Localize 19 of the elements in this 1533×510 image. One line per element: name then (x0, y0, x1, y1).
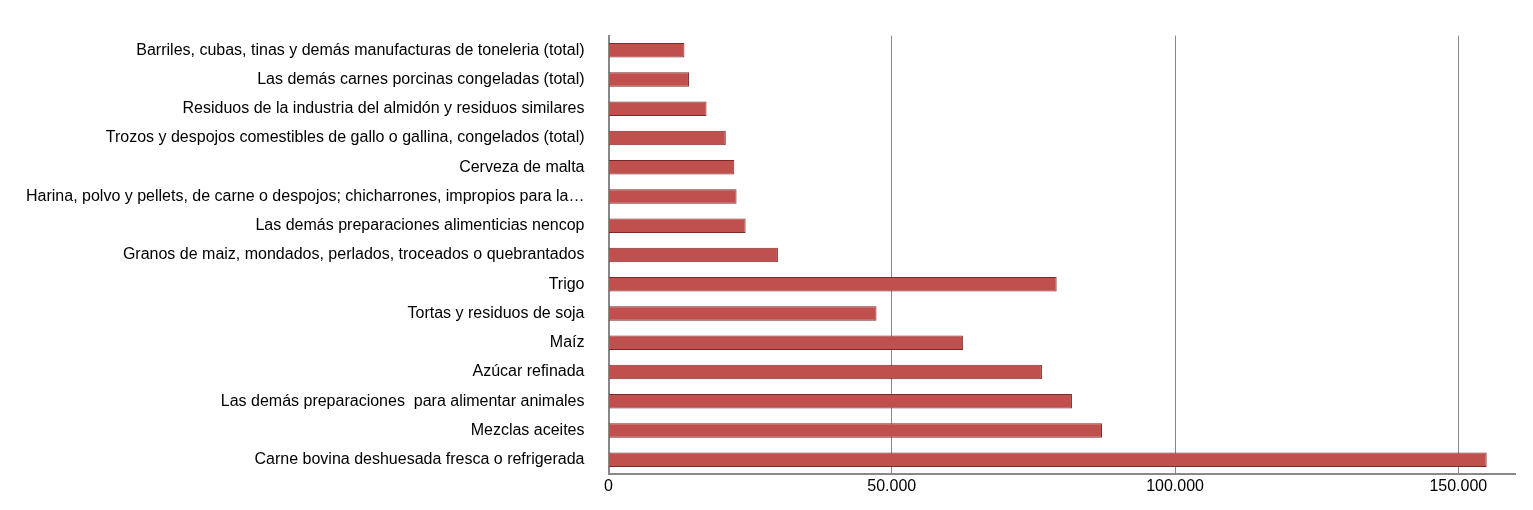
y-tick-label: Trozos y despojos comestibles de gallo o gallina, congelados (total) (105, 128, 585, 146)
x-tick-label: 100.000 (1146, 477, 1205, 495)
y-tick-label: Azúcar refinada (472, 362, 585, 380)
x-tick-label: 0 (604, 477, 614, 495)
y-tick-label: Barriles, cubas, tinas y demás manufacturas de toneleria (total) (136, 40, 585, 58)
y-tick-label: Harina, polvo y pellets, de carne o despojos; chicharrones, impropios para la… (26, 186, 585, 204)
y-tick-label: Cerveza de malta (459, 157, 585, 175)
x-tick-label: 50.000 (867, 477, 917, 495)
y-tick-label: Residuos de la industria del almidón y residuos similares (182, 99, 585, 117)
y-tick-label: Las demás carnes porcinas congeladas (total) (257, 69, 585, 87)
y-tick-label: Mezclas aceites (470, 420, 585, 438)
y-tick-label: Granos de maiz, mondados, perlados, troceados o quebrantados (122, 245, 585, 263)
y-tick-label: Las demás preparaciones para alimentar animales (220, 391, 585, 409)
y-tick-label: Trigo (548, 274, 585, 292)
x-tick-label: 150.000 (1429, 477, 1488, 495)
y-tick-label: Carne bovina deshuesada fresca o refrigerada (254, 450, 585, 468)
y-tick-label: Tortas y residuos de soja (407, 303, 585, 321)
y-tick-label: Las demás preparaciones alimenticias nencop (255, 216, 585, 234)
y-tick-label: Maíz (549, 333, 585, 351)
